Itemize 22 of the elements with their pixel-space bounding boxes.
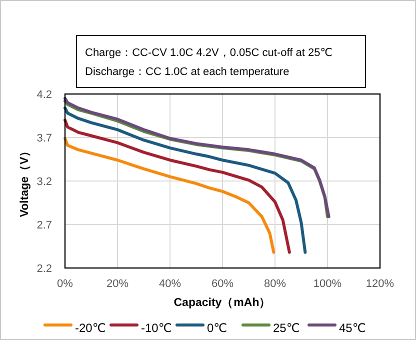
x-tick-label: 0% [57,278,74,290]
y-axis-title: Voltage（V） [19,144,31,218]
x-tick-label: 120% [366,278,394,290]
legend-label: -20℃ [75,321,106,335]
x-tick-label: 40% [158,278,182,290]
x-tick-label: 100% [313,278,342,290]
line-series [64,136,276,254]
legend-label: 0℃ [207,321,228,335]
text: Discharge：CC 1.0C at each temperature [85,66,290,78]
x-axis-title: Capacity（mAh） [174,297,272,309]
y-tick-label: 2.2 [36,263,52,275]
y-tick-label: 3.7 [36,132,52,144]
text: Charge：CC-CV 1.0C 4.2V，0.05C cut-off at 25℃ [85,47,333,59]
y-tick-label: 4.2 [36,89,52,101]
legend-label: -10℃ [141,321,172,335]
legend-label: 45℃ [339,321,366,335]
x-tick-label: 60% [211,278,234,290]
x-tick-label: 80% [264,278,286,290]
legend-label: 25℃ [273,321,300,335]
y-tick-label: 2.7 [36,220,52,232]
y-tick-label: 3.2 [36,176,52,188]
x-tick-label: 20% [106,278,129,290]
